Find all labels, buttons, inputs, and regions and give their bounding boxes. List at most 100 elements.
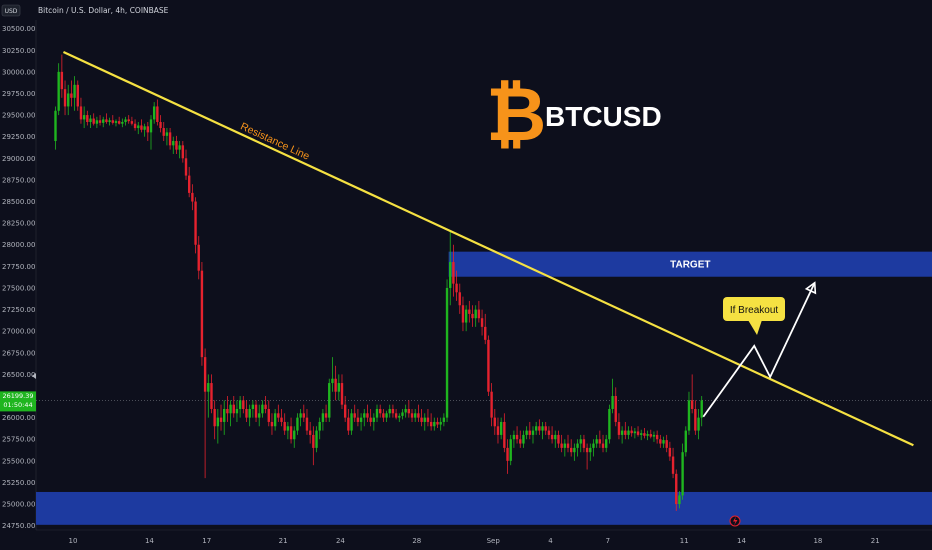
candle[interactable]	[445, 279, 449, 422]
candle[interactable]	[694, 400, 697, 435]
candle[interactable]	[700, 396, 703, 427]
candle[interactable]	[449, 231, 452, 306]
candle[interactable]	[429, 413, 433, 431]
candle[interactable]	[579, 434, 582, 453]
candle[interactable]	[655, 430, 659, 444]
candle[interactable]	[363, 408, 366, 427]
candle[interactable]	[67, 84, 70, 116]
candle[interactable]	[223, 400, 226, 435]
candle[interactable]	[175, 135, 178, 154]
candle[interactable]	[614, 387, 617, 427]
candle[interactable]	[283, 413, 286, 435]
candle[interactable]	[646, 430, 649, 441]
candle[interactable]	[681, 443, 684, 500]
candle[interactable]	[321, 408, 325, 431]
candle[interactable]	[318, 417, 321, 440]
candle[interactable]	[665, 434, 668, 453]
candle[interactable]	[168, 128, 172, 150]
candle[interactable]	[350, 408, 353, 435]
candle[interactable]	[331, 357, 334, 392]
candle[interactable]	[464, 305, 468, 332]
candle[interactable]	[312, 426, 315, 466]
candle[interactable]	[343, 396, 347, 422]
candle[interactable]	[404, 404, 407, 418]
candle[interactable]	[79, 97, 83, 124]
candle[interactable]	[601, 434, 605, 453]
lightning-event-icon[interactable]	[729, 515, 741, 527]
candle[interactable]	[86, 110, 89, 126]
candle[interactable]	[480, 309, 484, 336]
candle[interactable]	[534, 421, 538, 435]
candle[interactable]	[140, 119, 143, 133]
candle[interactable]	[356, 408, 360, 427]
candle[interactable]	[197, 236, 200, 280]
candle[interactable]	[620, 426, 624, 444]
candle[interactable]	[697, 408, 700, 440]
candle[interactable]	[76, 80, 79, 111]
candle[interactable]	[258, 404, 261, 427]
candle[interactable]	[121, 118, 124, 128]
candle[interactable]	[213, 400, 216, 440]
candle[interactable]	[372, 413, 376, 431]
candle[interactable]	[347, 408, 350, 435]
symbol-info[interactable]: Bitcoin / U.S. Dollar, 4h, COINBASE	[38, 6, 169, 15]
candle[interactable]	[57, 63, 60, 116]
candle[interactable]	[242, 396, 245, 414]
time-ticks[interactable]: 10 14 17 21 24 28 Sep 4 7 11 14 18 21	[69, 537, 880, 545]
candle[interactable]	[426, 408, 430, 427]
candle[interactable]	[506, 439, 509, 474]
candle[interactable]	[477, 300, 481, 323]
candle[interactable]	[73, 76, 76, 111]
candle[interactable]	[165, 128, 169, 146]
candle[interactable]	[178, 141, 181, 159]
candle[interactable]	[557, 430, 560, 448]
candle[interactable]	[582, 434, 586, 453]
candle[interactable]	[630, 426, 633, 437]
candle[interactable]	[187, 166, 191, 198]
candle[interactable]	[184, 149, 188, 180]
candle[interactable]	[245, 400, 248, 422]
candle[interactable]	[484, 313, 487, 345]
candle[interactable]	[261, 400, 264, 418]
currency-button[interactable]	[1, 4, 21, 17]
candle[interactable]	[337, 374, 341, 401]
candle[interactable]	[468, 300, 471, 323]
candle[interactable]	[92, 113, 95, 126]
candle[interactable]	[659, 434, 662, 448]
candle[interactable]	[286, 421, 290, 440]
candle[interactable]	[662, 436, 665, 448]
candle[interactable]	[366, 404, 369, 422]
candle[interactable]	[525, 426, 528, 440]
candle[interactable]	[554, 430, 557, 448]
candle[interactable]	[636, 426, 640, 437]
candle[interactable]	[624, 421, 627, 440]
candle[interactable]	[598, 430, 602, 448]
candle[interactable]	[232, 396, 235, 418]
candle[interactable]	[617, 413, 621, 440]
candle[interactable]	[538, 419, 541, 435]
candle[interactable]	[605, 434, 608, 453]
candle[interactable]	[369, 408, 372, 427]
candle[interactable]	[417, 404, 420, 422]
candle[interactable]	[640, 429, 643, 441]
candle[interactable]	[592, 439, 595, 457]
candle[interactable]	[226, 396, 229, 422]
breakout-projection-path[interactable]	[702, 282, 816, 418]
candle[interactable]	[328, 378, 331, 422]
candle[interactable]	[95, 116, 99, 129]
candle[interactable]	[194, 197, 197, 254]
candle[interactable]	[219, 404, 223, 431]
candle[interactable]	[531, 426, 535, 444]
candle[interactable]	[608, 404, 611, 444]
candle[interactable]	[573, 443, 576, 461]
candle[interactable]	[353, 404, 356, 422]
candle[interactable]	[452, 244, 455, 297]
candle[interactable]	[388, 404, 391, 418]
candle[interactable]	[359, 413, 363, 431]
candle[interactable]	[382, 408, 385, 422]
candle[interactable]	[267, 400, 270, 427]
candle[interactable]	[235, 400, 239, 422]
candle[interactable]	[137, 122, 140, 135]
scale-marker-icon[interactable]	[32, 373, 36, 379]
candle[interactable]	[299, 408, 302, 427]
